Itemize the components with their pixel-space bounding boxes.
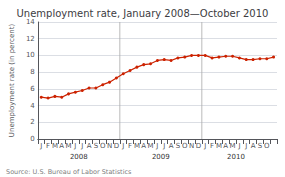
svg-text:Source: U.S. Bureau of Labor S: Source: U.S. Bureau of Labor Statistics xyxy=(6,168,132,176)
svg-text:A: A xyxy=(141,142,146,150)
svg-text:A: A xyxy=(59,142,64,150)
svg-text:A: A xyxy=(223,142,228,150)
svg-text:6: 6 xyxy=(30,85,35,93)
svg-text:A: A xyxy=(251,142,256,150)
svg-text:S: S xyxy=(176,142,181,150)
svg-text:2009: 2009 xyxy=(152,153,170,161)
svg-text:J: J xyxy=(203,142,206,150)
svg-text:14: 14 xyxy=(26,18,35,26)
svg-text:A: A xyxy=(87,142,92,150)
svg-text:J: J xyxy=(244,142,247,150)
svg-text:M: M xyxy=(230,142,236,150)
svg-text:8: 8 xyxy=(30,68,34,76)
svg-text:O: O xyxy=(100,142,106,150)
svg-text:Unemployment rate, January 200: Unemployment rate, January 2008—October … xyxy=(17,8,269,19)
svg-text:2: 2 xyxy=(30,118,34,126)
svg-text:F: F xyxy=(128,142,132,150)
svg-text:J: J xyxy=(39,142,42,150)
svg-text:M: M xyxy=(148,142,154,150)
svg-text:0: 0 xyxy=(30,135,34,143)
svg-text:O: O xyxy=(182,142,188,150)
svg-text:J: J xyxy=(237,142,240,150)
svg-text:F: F xyxy=(210,142,214,150)
svg-text:4: 4 xyxy=(30,102,35,110)
svg-text:2008: 2008 xyxy=(70,153,88,161)
svg-text:J: J xyxy=(155,142,158,150)
svg-text:M: M xyxy=(66,142,72,150)
svg-text:M: M xyxy=(52,142,58,150)
svg-text:F: F xyxy=(46,142,50,150)
svg-text:J: J xyxy=(73,142,76,150)
svg-text:S: S xyxy=(94,142,99,150)
svg-text:N: N xyxy=(107,142,112,150)
svg-text:M: M xyxy=(216,142,222,150)
svg-text:J: J xyxy=(80,142,83,150)
svg-text:D: D xyxy=(196,142,201,150)
svg-text:N: N xyxy=(189,142,194,150)
svg-text:10: 10 xyxy=(26,51,35,59)
svg-text:J: J xyxy=(162,142,165,150)
svg-text:J: J xyxy=(121,142,124,150)
svg-text:D: D xyxy=(114,142,119,150)
svg-text:Unemployment rate (in percent): Unemployment rate (in percent) xyxy=(8,24,16,138)
svg-text:12: 12 xyxy=(26,35,35,43)
svg-text:M: M xyxy=(134,142,140,150)
svg-text:S: S xyxy=(258,142,263,150)
svg-text:A: A xyxy=(169,142,174,150)
svg-text:2010: 2010 xyxy=(227,153,245,161)
svg-text:O: O xyxy=(264,142,270,150)
